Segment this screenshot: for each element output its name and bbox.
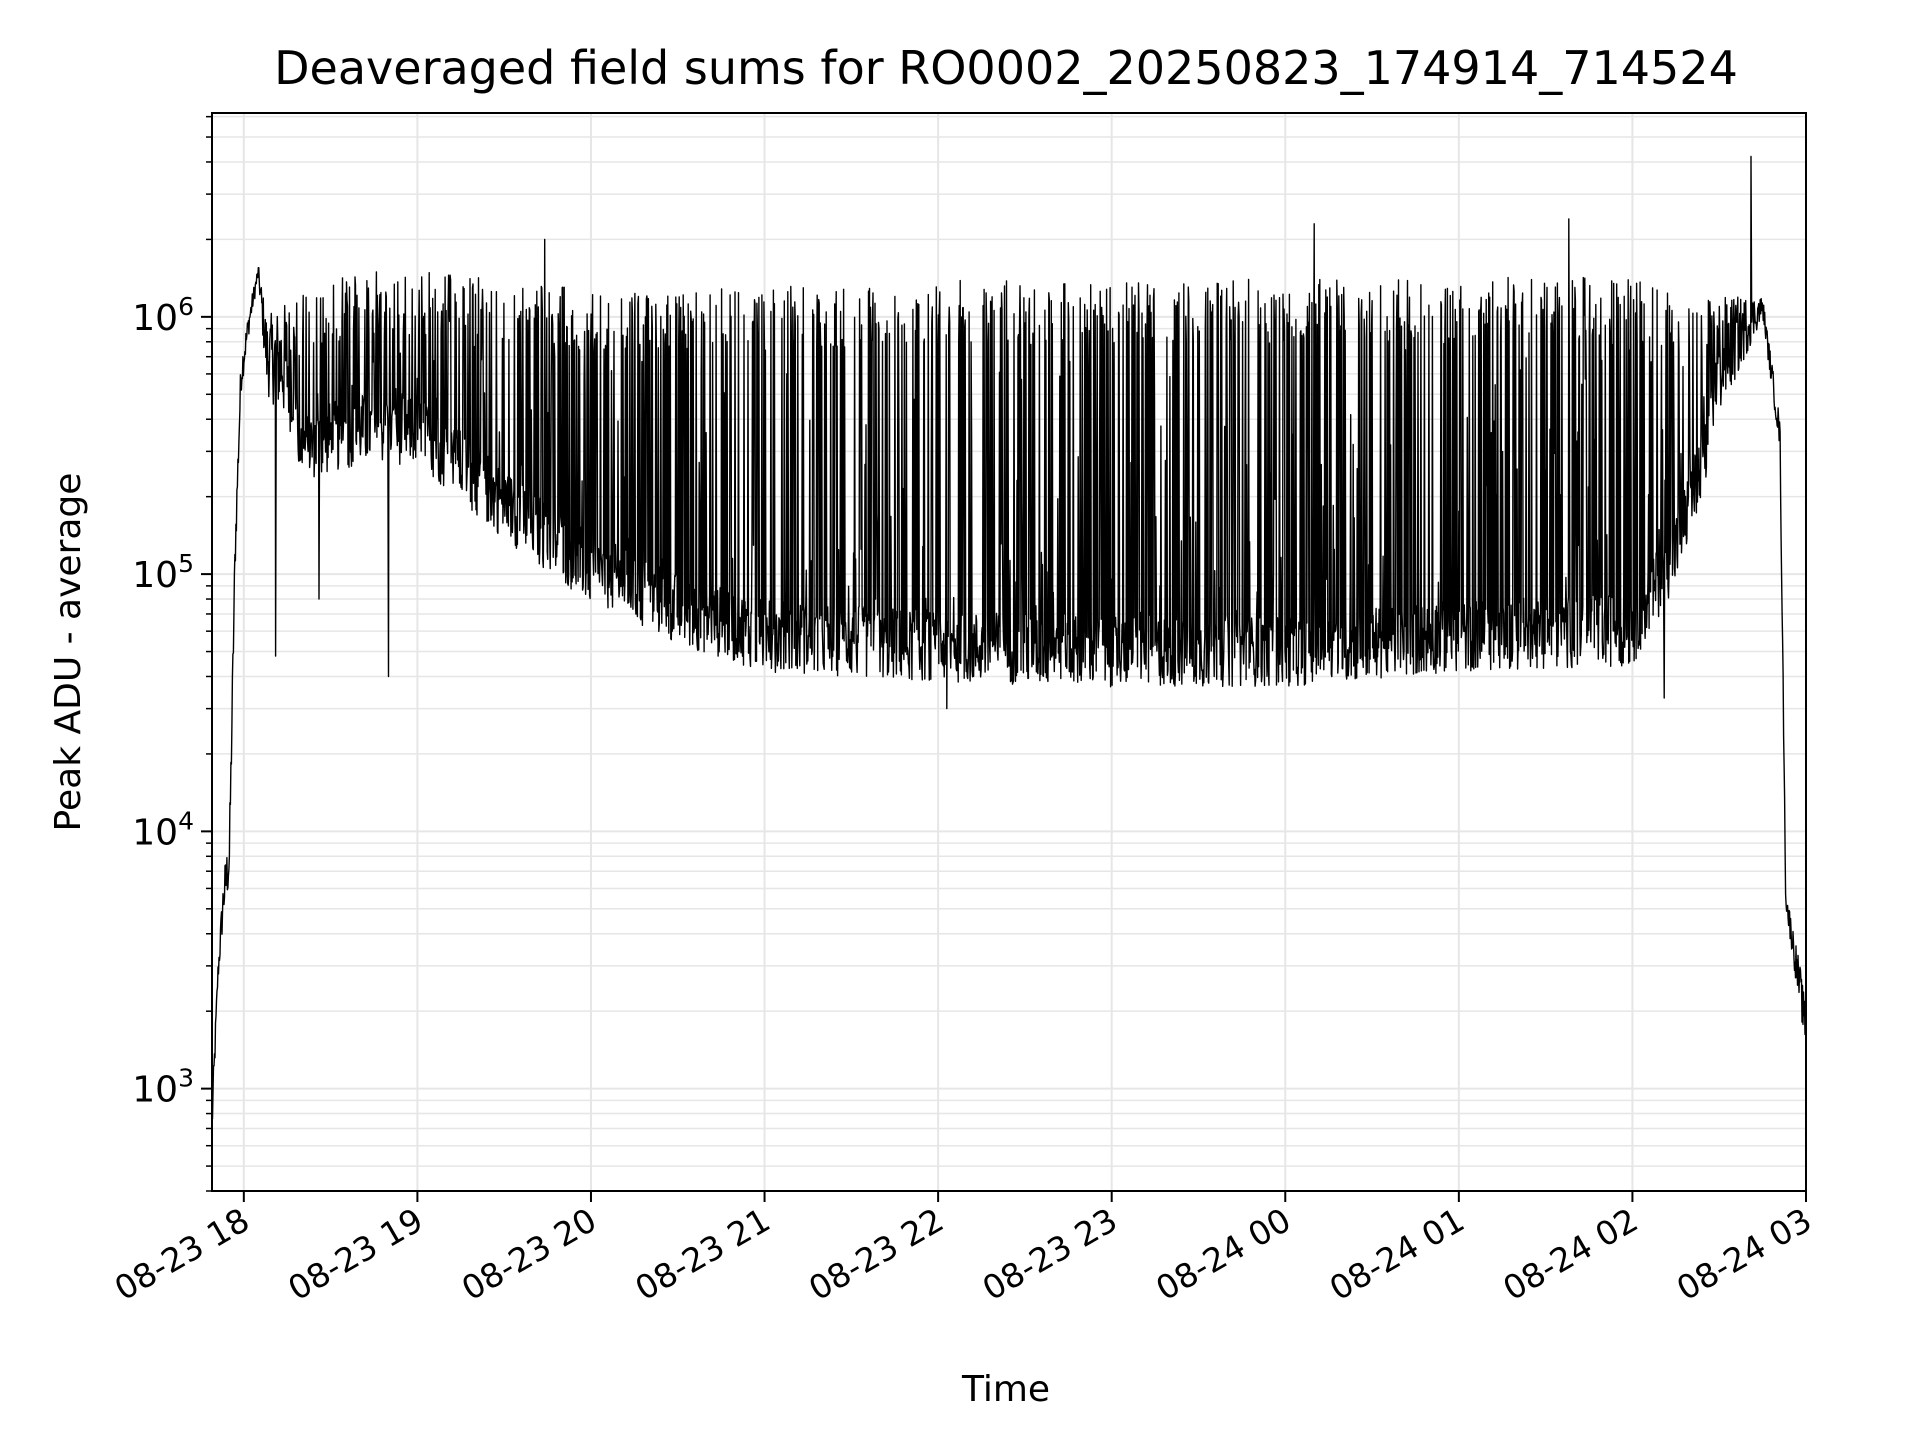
series-line: [212, 155, 1806, 1120]
y-axis-label: Peak ADU - average: [48, 473, 89, 832]
data-layer: [212, 155, 1806, 1120]
x-axis-label: Time: [961, 1369, 1050, 1410]
y-tick-label: 105: [132, 549, 194, 596]
y-tick-label: 103: [132, 1064, 194, 1111]
y-tick-label: 104: [132, 806, 194, 853]
chart-title: Deaveraged field sums for RO0002_2025082…: [274, 41, 1738, 95]
y-tick-label: 106: [132, 292, 194, 339]
